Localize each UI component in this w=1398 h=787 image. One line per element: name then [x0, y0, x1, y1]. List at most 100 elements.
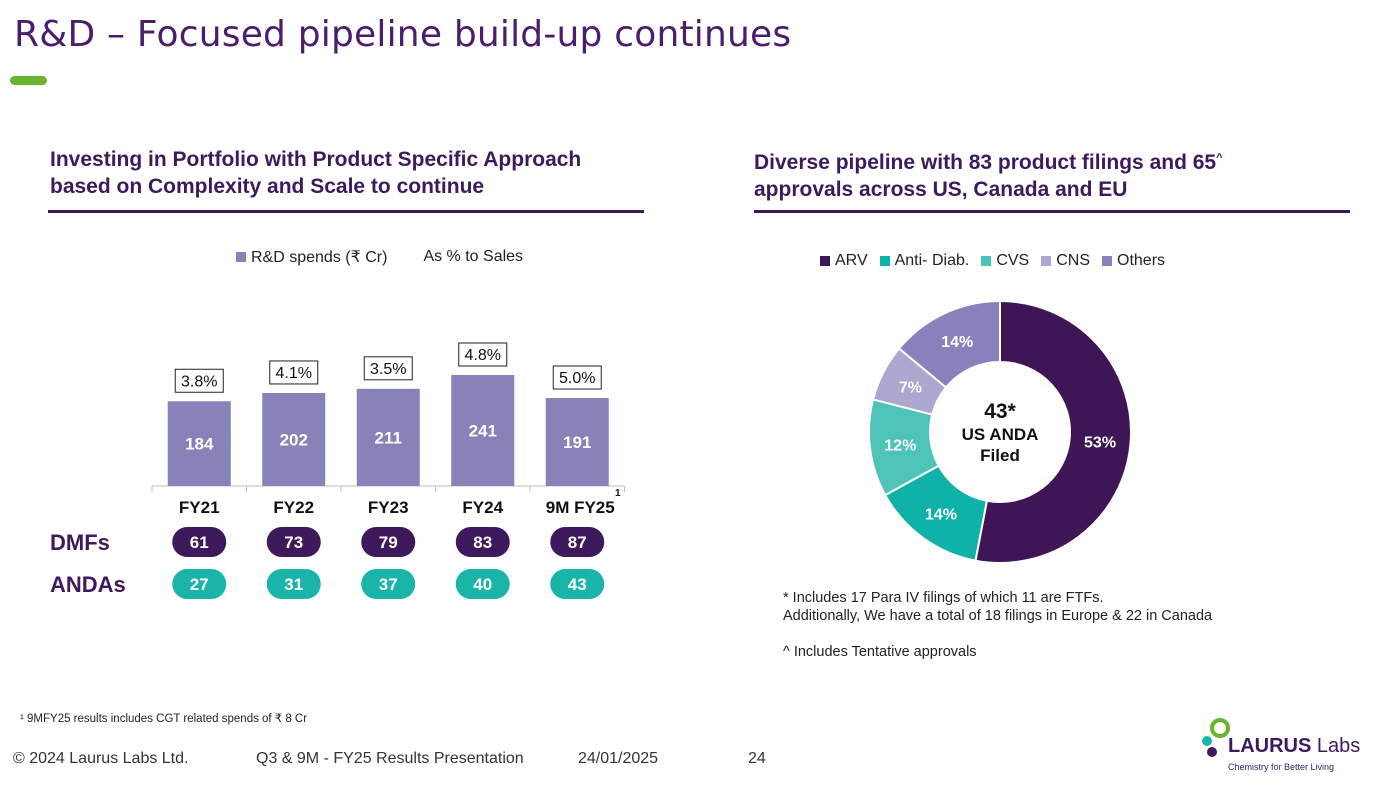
category-label: 9M FY25: [546, 498, 615, 517]
pct-label: 5.0%: [559, 370, 595, 387]
donut-legend-swatch: [981, 256, 992, 266]
right-heading-caret: ^: [1216, 152, 1223, 164]
donut-legend-item: Anti- Diab.: [879, 252, 970, 270]
pct-label: 3.8%: [181, 373, 217, 390]
category-label: FY24: [462, 498, 503, 517]
donut-slice-arv: [974, 299, 1132, 564]
logo-tagline: Chemistry for Better Living: [1228, 762, 1335, 772]
donut-center-line2: Filed: [980, 446, 1020, 465]
legend-pct-sales: As % to Sales: [423, 248, 523, 266]
bar-9M FY25: [545, 398, 609, 486]
footer-copyright: © 2024 Laurus Labs Ltd.: [13, 750, 189, 767]
donut-legend-swatch: [1102, 256, 1112, 266]
donut-legend-swatch: [820, 256, 830, 266]
dmf-pill: [361, 527, 416, 557]
dmf-value: 73: [284, 533, 303, 552]
laurus-logo-icon: [1202, 718, 1230, 757]
pipeline-donut-chart: 53% 14% 12% 7% 14%: [868, 299, 1132, 564]
anda-value: 40: [473, 575, 492, 594]
bar-FY21: [167, 401, 231, 486]
anda-value: 43: [568, 575, 587, 594]
donut-legend-swatch: [879, 256, 890, 266]
note-europe-canada: Additionally, We have a total of 18 fili…: [783, 608, 1213, 624]
bar-value-label: 191: [563, 433, 591, 452]
donut-slice-label: 53%: [1084, 434, 1116, 451]
left-heading-line1: Investing in Portfolio with Product Spec…: [50, 148, 582, 171]
dmf-pill: [266, 527, 321, 557]
donut-legend: ARV Anti- Diab. CVS CNS Others: [820, 252, 1177, 270]
donut-slice-label: 7%: [899, 379, 922, 396]
donut-legend-item: ARV: [820, 252, 868, 270]
left-heading-line2: based on Complexity and Scale to continu…: [50, 175, 485, 198]
legend-rd-spends: R&D spends (₹ Cr): [236, 247, 387, 267]
anda-pill: [455, 569, 510, 599]
donut-slice-label: 14%: [941, 334, 973, 351]
donut-legend-label: CNS: [1056, 252, 1090, 269]
logo-wordmark: LAURUS Labs: [1228, 735, 1360, 758]
pct-box: [363, 356, 413, 381]
left-heading-underline: [48, 210, 644, 213]
legend-swatch-rd: [236, 252, 246, 262]
slide-title: R&D – Focused pipeline build-up continue…: [14, 14, 792, 55]
donut-legend-item: CVS: [981, 252, 1029, 270]
logo-name-light: Labs: [1311, 735, 1361, 757]
anda-value: 31: [284, 575, 303, 594]
donut-slice-label: 14%: [925, 506, 957, 523]
rd-bar-chart: 184 3.8% FY21 61 27 202 4.1% FY22 73 31 211 3.5% FY2…: [151, 342, 625, 599]
donut-legend-label: CVS: [996, 252, 1030, 269]
footer-presentation: Q3 & 9M - FY25 Results Presentation: [256, 750, 524, 767]
dmf-value: 87: [568, 533, 587, 552]
legend-rd-label: R&D spends (₹ Cr): [251, 249, 388, 266]
anda-pill: [172, 569, 227, 599]
category-label: FY21: [179, 498, 220, 517]
bar-value-label: 241: [469, 422, 497, 441]
logo-name-bold: LAURUS: [1228, 735, 1312, 757]
dmf-value: 79: [379, 533, 398, 552]
donut-center-value: 43*: [984, 400, 1016, 423]
left-heading: Investing in Portfolio with Product Spec…: [50, 146, 650, 200]
note-tentative: ^ Includes Tentative approvals: [783, 644, 977, 660]
right-heading: Diverse pipeline with 83 product filings…: [754, 145, 1374, 203]
dmf-pill: [172, 527, 227, 557]
dmf-value: 61: [190, 533, 209, 552]
footnote-marker: 1: [615, 488, 621, 499]
right-heading-line1: Diverse pipeline with 83 product filings…: [754, 151, 1217, 174]
donut-legend-swatch: [1041, 256, 1052, 266]
pct-box: [458, 342, 508, 367]
pct-box: [174, 368, 224, 393]
pct-label: 3.5%: [370, 361, 406, 378]
note-para-iv: * Includes 17 Para IV filings of which 1…: [783, 590, 1104, 606]
donut-center-label: 43* US ANDA Filed: [936, 400, 1064, 466]
donut-center-line1: US ANDA: [961, 425, 1039, 444]
anda-value: 37: [379, 575, 398, 594]
bar-value-label: 184: [185, 435, 214, 454]
donut-slice-label: 12%: [884, 438, 916, 455]
dmf-value: 83: [473, 533, 492, 552]
donut-slice-others: [897, 299, 1001, 389]
dmfs-row-label: DMFs: [50, 530, 110, 555]
category-label: FY22: [273, 498, 314, 517]
right-heading-underline: [754, 210, 1350, 213]
category-label: FY23: [368, 498, 409, 517]
andas-row-label: ANDAs: [50, 572, 126, 597]
donut-legend-item: CNS: [1041, 252, 1090, 270]
footer-page-number: 24: [748, 750, 766, 767]
donut-legend-label: Anti- Diab.: [894, 252, 970, 269]
dmf-pill: [455, 527, 510, 557]
pct-label: 4.1%: [276, 365, 312, 382]
pct-label: 4.8%: [465, 347, 501, 364]
bar-value-label: 211: [375, 428, 402, 447]
right-heading-line2: approvals across US, Canada and EU: [754, 178, 1128, 201]
bar-FY22: [262, 392, 326, 486]
footer-date: 24/01/2025: [578, 750, 659, 767]
title-accent-bar: [10, 76, 47, 85]
bar-FY23: [356, 388, 420, 486]
donut-legend-item: Others: [1102, 252, 1165, 270]
bar-value-label: 202: [280, 430, 308, 449]
legend-pct-label: As % to Sales: [423, 248, 524, 265]
anda-pill: [550, 569, 605, 599]
pct-box: [552, 365, 602, 390]
anda-pill: [266, 569, 321, 599]
donut-legend-label: ARV: [835, 252, 868, 269]
donut-legend-label: Others: [1117, 252, 1166, 269]
